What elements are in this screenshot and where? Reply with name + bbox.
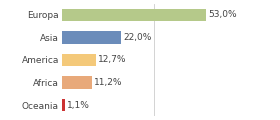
Text: 11,2%: 11,2%: [94, 78, 123, 87]
Bar: [62, 9, 206, 21]
Text: 53,0%: 53,0%: [208, 10, 236, 19]
Bar: [62, 99, 65, 111]
Bar: [62, 76, 92, 89]
Bar: [62, 54, 96, 66]
Text: 12,7%: 12,7%: [98, 55, 127, 64]
Text: 1,1%: 1,1%: [67, 101, 90, 110]
Bar: [62, 31, 122, 44]
Text: 22,0%: 22,0%: [123, 33, 152, 42]
